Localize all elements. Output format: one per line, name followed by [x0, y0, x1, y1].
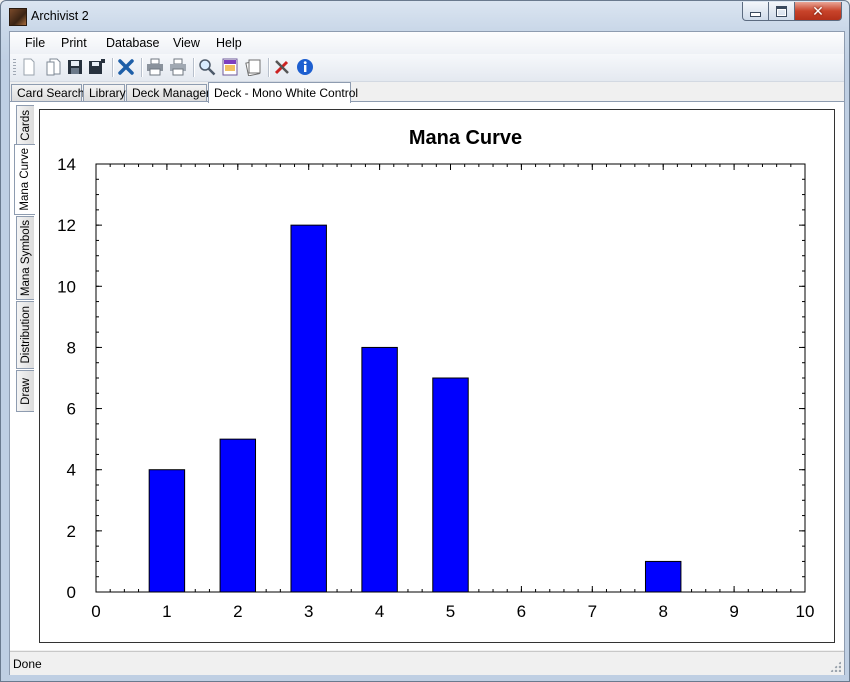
y-tick-label: 10	[57, 277, 76, 296]
chart-title: Mana Curve	[409, 127, 522, 149]
x-tick-label: 3	[304, 602, 313, 621]
save-button[interactable]	[65, 57, 85, 77]
print-icon	[147, 58, 163, 76]
delete-button[interactable]	[116, 57, 136, 77]
toolbar-grip[interactable]	[13, 59, 16, 76]
side-tab-cards[interactable]: Cards	[16, 105, 34, 145]
y-tick-label: 8	[67, 338, 76, 357]
app-icon[interactable]	[9, 8, 27, 26]
info-icon	[297, 59, 313, 75]
print-preview-button[interactable]	[168, 57, 188, 77]
x-tick-label: 7	[588, 602, 597, 621]
bar	[644, 560, 682, 593]
y-tick-label: 14	[57, 155, 76, 174]
x-tick-label: 2	[233, 602, 242, 621]
toolbar-separator	[268, 58, 269, 77]
close-button[interactable]: ✕	[795, 2, 842, 21]
card-image-button[interactable]	[220, 57, 240, 77]
tools-button[interactable]	[272, 57, 292, 77]
tab-deck-mono-white-control[interactable]: Deck - Mono White Control	[208, 82, 358, 103]
maximize-icon	[776, 5, 787, 17]
tab-library[interactable]: Library	[83, 84, 126, 101]
close-icon: ✕	[812, 3, 824, 19]
y-tick-label: 2	[67, 522, 76, 541]
delete-icon	[118, 59, 134, 75]
toolbar	[10, 54, 844, 82]
search-button[interactable]	[197, 57, 217, 77]
x-tick-label: 4	[375, 602, 384, 621]
search-icon	[199, 59, 216, 76]
toolbar-separator	[193, 58, 194, 77]
bar	[290, 224, 327, 593]
bar	[219, 438, 257, 593]
menu-help[interactable]: Help	[216, 36, 242, 50]
x-tick-label: 10	[796, 602, 815, 621]
open-button[interactable]	[43, 57, 63, 77]
side-tab-label: Cards	[19, 109, 32, 141]
bar	[148, 469, 186, 593]
deck-button[interactable]	[243, 57, 263, 77]
tab-deck-manager[interactable]: Deck Manager	[126, 84, 210, 101]
new-icon	[23, 58, 35, 76]
x-tick-label: 9	[729, 602, 738, 621]
save-icon	[68, 60, 82, 74]
y-tick-label: 0	[67, 583, 76, 602]
new-button[interactable]	[19, 57, 39, 77]
side-tab-label: Mana Symbols	[19, 219, 32, 297]
info-button[interactable]	[295, 57, 315, 77]
resize-grip[interactable]	[830, 661, 841, 672]
x-tick-label: 1	[162, 602, 171, 621]
y-tick-label: 12	[57, 216, 76, 235]
title-bar[interactable]: Archivist 2 ✕	[2, 2, 848, 30]
menu-print[interactable]: Print	[61, 36, 87, 50]
y-tick-label: 6	[67, 400, 76, 419]
tab-card-search[interactable]: Card Search	[11, 84, 84, 101]
print-preview-icon	[170, 58, 186, 76]
side-tab-mana-symbols[interactable]: Mana Symbols	[16, 216, 34, 300]
minimize-button[interactable]	[742, 2, 769, 21]
menu-file[interactable]: File	[25, 36, 46, 50]
x-tick-label: 8	[658, 602, 667, 621]
side-tab-label: Mana Curve	[19, 148, 31, 211]
save-all-icon	[89, 59, 105, 74]
side-tab-mana-curve[interactable]: Mana Curve	[14, 144, 35, 215]
client-area: File Print Database View Help	[9, 31, 845, 675]
side-tab-draw[interactable]: Draw	[16, 370, 34, 412]
y-tick-label: 4	[67, 461, 76, 480]
x-tick-label: 0	[91, 602, 100, 621]
side-tab-distribution[interactable]: Distribution	[16, 301, 34, 369]
maximize-button[interactable]	[769, 2, 795, 21]
menu-database[interactable]: Database	[106, 36, 160, 50]
deck-icon	[245, 59, 261, 76]
bar	[361, 346, 398, 593]
mana-curve-chart: Mana Curve 0 1 2 3 4 5 6 7 8 9 10 0 2 4 6 8 10 12 14	[39, 109, 835, 643]
minimize-icon	[750, 11, 761, 17]
tab-strip: Card Search Library Deck Manager Deck - …	[10, 82, 844, 103]
deck-tab-page: Cards Mana Curve Mana Symbols Distributi…	[10, 101, 844, 650]
status-bar: Done	[10, 651, 844, 675]
open-icon	[46, 58, 61, 76]
status-text: Done	[13, 657, 42, 671]
side-tab-label: Draw	[19, 377, 32, 405]
print-button[interactable]	[145, 57, 165, 77]
toolbar-separator	[112, 58, 113, 77]
side-tab-label: Distribution	[19, 306, 32, 364]
x-tick-label: 5	[446, 602, 455, 621]
x-tick-label: 6	[517, 602, 526, 621]
menu-bar: File Print Database View Help	[10, 32, 844, 54]
toolbar-separator	[141, 58, 142, 77]
window-title: Archivist 2	[31, 9, 89, 23]
tools-icon	[274, 60, 289, 75]
menu-view[interactable]: View	[173, 36, 200, 50]
save-all-button[interactable]	[87, 57, 107, 77]
card-image-icon	[222, 58, 238, 76]
bar	[432, 377, 469, 593]
